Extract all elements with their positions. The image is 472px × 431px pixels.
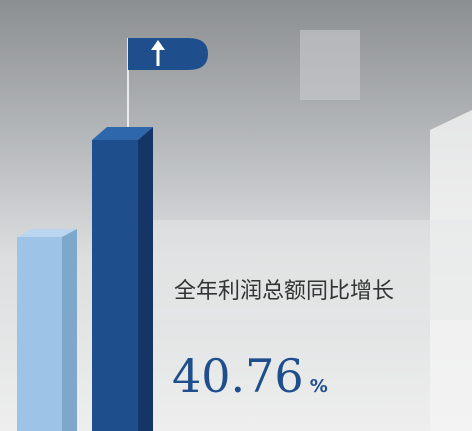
bar-current bbox=[92, 127, 153, 431]
headline: 全年利润总额同比增长 bbox=[174, 279, 394, 304]
infographic: 全年利润总额同比增长 40.76 % bbox=[0, 0, 472, 431]
bar-previous bbox=[17, 229, 77, 431]
background-window bbox=[300, 30, 360, 100]
background-fence bbox=[150, 220, 472, 320]
stat-unit: % bbox=[310, 376, 328, 397]
stat-value: 40.76 bbox=[172, 349, 304, 403]
